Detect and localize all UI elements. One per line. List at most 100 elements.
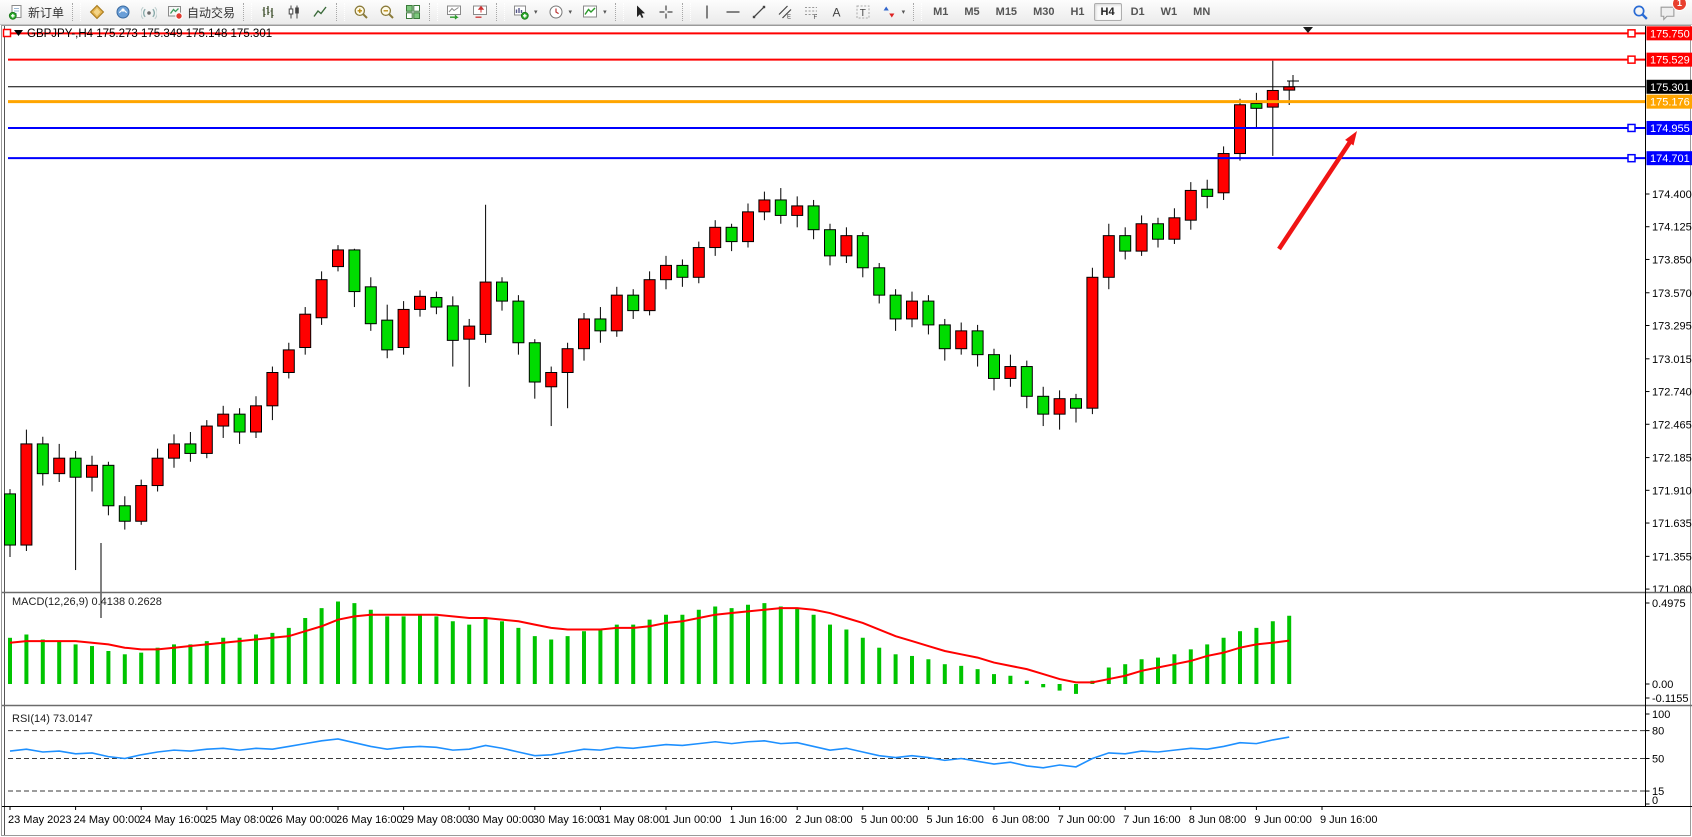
channel-icon: E bbox=[778, 5, 792, 20]
price-line-label: 175.529 bbox=[1650, 55, 1690, 67]
text-tool-button[interactable]: A bbox=[824, 0, 850, 25]
price-line-label-bg bbox=[1646, 79, 1692, 94]
new-chart-button[interactable]: ▾ bbox=[508, 0, 543, 25]
candle-body bbox=[168, 443, 180, 459]
svg-text:A: A bbox=[832, 6, 840, 20]
candle-body bbox=[692, 247, 705, 278]
arrows-tool-button[interactable]: ▾ bbox=[876, 0, 911, 25]
price-tick-label: 172.465 bbox=[1652, 419, 1692, 431]
trend-arrow-line[interactable] bbox=[1277, 140, 1352, 251]
signal-icon bbox=[141, 6, 158, 20]
cursor-tool-button[interactable] bbox=[627, 0, 653, 25]
macd-tick-label: 0.4975 bbox=[1652, 598, 1686, 610]
notifications-button[interactable]: 1 bbox=[1654, 0, 1687, 25]
fibonacci-tool-button[interactable]: F bbox=[798, 0, 824, 25]
tf-button-h1[interactable]: H1 bbox=[1070, 6, 1085, 18]
tf-button-m5[interactable]: M5 bbox=[964, 6, 980, 18]
community-button[interactable] bbox=[110, 0, 136, 25]
toolbar-grip bbox=[243, 3, 253, 21]
tf-button-m30[interactable]: M30 bbox=[1033, 6, 1055, 18]
timeframe-toolbar: M1 M5 M15 M30 H1 H4 D1 W1 MN bbox=[925, 3, 1218, 21]
candle-body bbox=[86, 464, 98, 478]
tf-button-h4[interactable]: H4 bbox=[1093, 3, 1122, 21]
signals-button[interactable] bbox=[136, 0, 162, 25]
price-line-label-bg bbox=[1646, 94, 1692, 109]
line-handle[interactable] bbox=[1627, 153, 1636, 163]
time-tick-label: 7 Jun 00:00 bbox=[1058, 814, 1116, 826]
metaquotes-button[interactable] bbox=[84, 0, 110, 25]
time-tick-label: 24 May 00:00 bbox=[74, 814, 141, 826]
candle-body bbox=[578, 318, 590, 350]
time-tick-label: 23 May 2023 bbox=[8, 814, 72, 826]
candle-body bbox=[299, 313, 312, 349]
candle-body bbox=[1053, 398, 1066, 415]
auto-scroll-button[interactable] bbox=[441, 0, 467, 25]
tf-button-m1[interactable]: M1 bbox=[933, 6, 949, 18]
chart-collapse-arrow-icon[interactable] bbox=[14, 30, 23, 36]
candle-body bbox=[381, 319, 394, 351]
auto-trading-label: 自动交易 bbox=[187, 5, 236, 20]
rsi-tick-label: 0 bbox=[1652, 795, 1658, 807]
equidistant-channel-tool-button[interactable]: E bbox=[772, 0, 798, 25]
indicators-button[interactable]: ▾ bbox=[577, 0, 612, 25]
vertical-line-tool-button[interactable] bbox=[694, 0, 720, 25]
tf-button-mn[interactable]: MN bbox=[1193, 6, 1211, 18]
crosshair-marker bbox=[1287, 75, 1299, 87]
auto-trading-icon bbox=[168, 6, 183, 20]
candle-body bbox=[1119, 235, 1132, 252]
tf-button-m15[interactable]: M15 bbox=[995, 6, 1018, 18]
dropdown-caret-icon: ▾ bbox=[901, 9, 906, 16]
text-label-icon: T bbox=[856, 5, 870, 19]
candle-body bbox=[627, 294, 640, 312]
search-button[interactable] bbox=[1627, 0, 1654, 25]
zoom-in-button[interactable] bbox=[348, 0, 374, 25]
candle-body bbox=[1102, 235, 1115, 278]
periods-button[interactable]: ▾ bbox=[543, 0, 578, 25]
price-tick-label: 172.740 bbox=[1652, 387, 1692, 399]
price-tick-label: 171.355 bbox=[1652, 551, 1692, 563]
time-tick-label: 30 May 16:00 bbox=[533, 814, 600, 826]
tf-button-w1[interactable]: W1 bbox=[1160, 6, 1178, 18]
line-handle[interactable] bbox=[1627, 55, 1636, 64]
candle-body bbox=[610, 294, 623, 332]
text-label-tool-button[interactable]: T bbox=[850, 0, 876, 25]
horizontal-line-tool-button[interactable] bbox=[720, 0, 746, 25]
toolbar-grip bbox=[913, 3, 923, 21]
new-order-button[interactable]: 新订单 bbox=[3, 0, 69, 25]
vertical-line-icon bbox=[705, 5, 708, 19]
chart-shift-marker[interactable] bbox=[1303, 27, 1313, 33]
candlestick-chart-icon bbox=[288, 5, 299, 19]
crosshair-tool-button[interactable] bbox=[653, 0, 679, 25]
price-line-label-bg bbox=[1646, 120, 1692, 135]
candle-body bbox=[1250, 103, 1263, 109]
search-icon bbox=[1633, 4, 1648, 20]
tile-windows-icon bbox=[406, 5, 421, 19]
tf-button-d1[interactable]: D1 bbox=[1130, 6, 1145, 18]
auto-trading-button[interactable]: 自动交易 bbox=[162, 0, 240, 25]
arrows-icon bbox=[883, 6, 894, 18]
candlestick-chart-button[interactable] bbox=[281, 0, 307, 25]
candle-body bbox=[791, 205, 804, 216]
price-line-label-bg bbox=[1646, 52, 1692, 67]
zoom-out-button[interactable] bbox=[374, 0, 400, 25]
time-tick-label: 29 May 08:00 bbox=[402, 814, 469, 826]
bar-chart-button[interactable] bbox=[255, 0, 281, 25]
macd-signal-line bbox=[9, 607, 1290, 684]
candle-body bbox=[364, 286, 377, 325]
price-tick-label: 173.850 bbox=[1652, 254, 1692, 266]
chart-title: GBPJPY-,H4 175.273 175.349 175.148 175.3… bbox=[27, 28, 272, 40]
tile-windows-button[interactable] bbox=[400, 0, 426, 25]
chart-shift-button[interactable] bbox=[467, 0, 493, 25]
line-handle[interactable] bbox=[1627, 29, 1636, 38]
dropdown-caret-icon: ▾ bbox=[534, 9, 538, 16]
line-handle[interactable] bbox=[2, 28, 12, 38]
rsi-tick-label: 50 bbox=[1652, 754, 1664, 766]
time-tick-label: 26 May 00:00 bbox=[270, 814, 337, 826]
line-chart-button[interactable] bbox=[307, 0, 333, 25]
candle-body bbox=[512, 300, 525, 344]
trendline-tool-button[interactable] bbox=[746, 0, 772, 25]
line-handle[interactable] bbox=[1627, 123, 1636, 133]
macd-label: MACD(12,26,9) 0.4138 0.2628 bbox=[12, 596, 162, 608]
